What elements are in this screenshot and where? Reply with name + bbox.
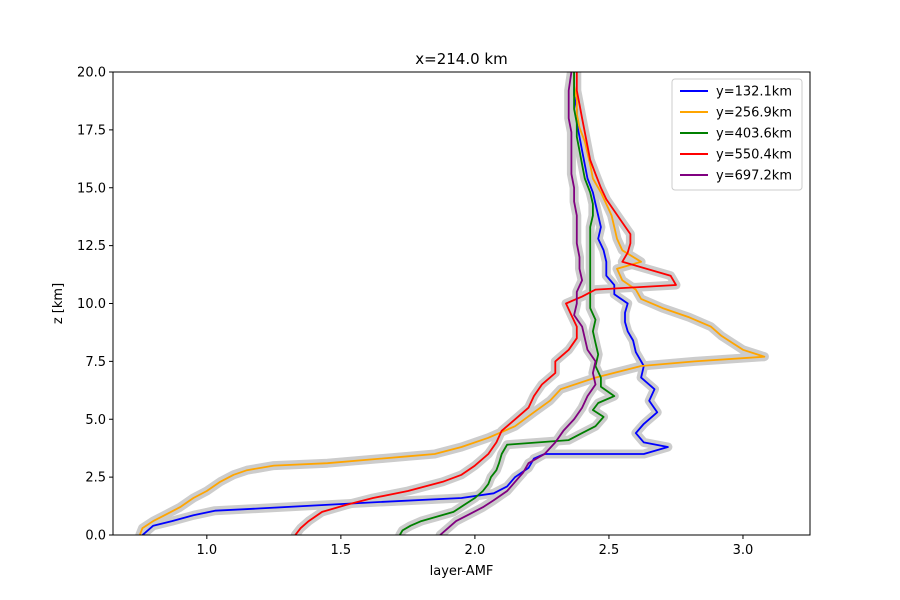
series-line-4 bbox=[294, 72, 677, 535]
series-line-2 bbox=[138, 72, 766, 535]
legend: y=132.1km y=256.9km y=403.6km y=550.4km y=69… bbox=[671, 78, 803, 191]
legend-entry: y=403.6km bbox=[716, 127, 792, 142]
series-line-3 bbox=[399, 72, 616, 535]
y-tick-label: 0.0 bbox=[85, 529, 106, 544]
y-tick-label: 5.0 bbox=[85, 413, 106, 428]
y-tick-label: 7.5 bbox=[85, 355, 106, 370]
legend-entry: y=256.9km bbox=[716, 106, 792, 121]
x-tick-label: 3.0 bbox=[733, 543, 754, 558]
plot-area bbox=[135, 72, 769, 535]
x-tick-label: 1.0 bbox=[196, 543, 217, 558]
x-axis-label: layer-AMF bbox=[430, 564, 494, 579]
y-tick-label: 15.0 bbox=[77, 181, 106, 196]
y-tick-label: 2.5 bbox=[85, 471, 106, 486]
y-tick-label: 12.5 bbox=[77, 239, 106, 254]
legend-entry: y=132.1km bbox=[716, 85, 792, 100]
x-tick-label: 2.5 bbox=[599, 543, 620, 558]
x-tick-label: 2.0 bbox=[465, 543, 486, 558]
y-tick-label: 17.5 bbox=[77, 123, 106, 138]
series-line-1 bbox=[141, 72, 669, 535]
x-axis: 1.0 1.5 2.0 2.5 3.0 bbox=[196, 535, 753, 558]
chart-title: x=214.0 km bbox=[415, 50, 507, 68]
y-axis: 0.0 2.5 5.0 7.5 10.0 12.5 15.0 17.5 20.0 bbox=[77, 66, 113, 544]
legend-entry: y=550.4km bbox=[716, 148, 792, 163]
y-axis-label: z [km] bbox=[51, 283, 66, 324]
series-lines bbox=[138, 72, 766, 535]
legend-entry: y=697.2km bbox=[716, 169, 792, 184]
series-line-5 bbox=[439, 72, 597, 535]
y-tick-label: 10.0 bbox=[77, 297, 106, 312]
legend-box bbox=[671, 78, 803, 191]
x-tick-label: 1.5 bbox=[331, 543, 352, 558]
y-tick-label: 20.0 bbox=[77, 66, 106, 81]
